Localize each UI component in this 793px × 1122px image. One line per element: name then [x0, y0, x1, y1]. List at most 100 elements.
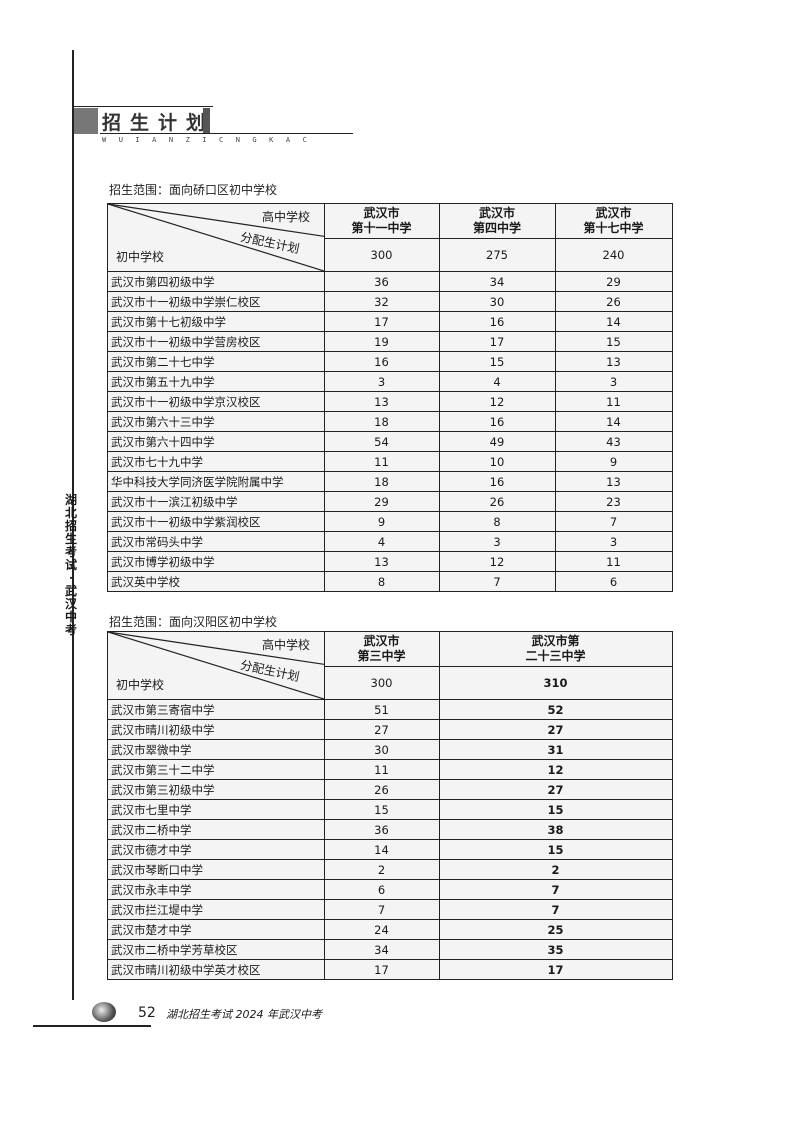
quota-value: 10 [489, 454, 505, 469]
table-row: 武汉市十一初级中学京汉校区 13 12 11 [108, 391, 672, 411]
quota-value: 34 [374, 942, 389, 957]
quota-value: 38 [547, 822, 564, 837]
quota-value: 12 [489, 394, 505, 409]
quota-value: 14 [606, 414, 621, 429]
quota-value: 2 [377, 862, 386, 877]
school-name: 武汉市第三十二中学 [111, 762, 215, 777]
page-number: 52 [138, 1005, 156, 1021]
school-name: 武汉市晴川初级中学 [111, 722, 215, 737]
table-row: 武汉市第十七初级中学 17 16 14 [108, 311, 672, 331]
table-qiaokou: 高中学校 分配生计划 初中学校 武汉市 第十一中学 300 武汉市 第四中学 275 武汉市 … [107, 203, 673, 592]
margin-rule [72, 50, 74, 1000]
table-row: 武汉市二桥中学芳草校区 34 35 [108, 939, 672, 959]
subtitle-rule [100, 133, 353, 134]
column-plan-total: 300 [324, 238, 439, 271]
quota-value: 11 [374, 762, 389, 777]
table-row: 武汉市琴断口中学 2 2 [108, 859, 672, 879]
table-row: 华中科技大学同济医学院附属中学 18 16 13 [108, 471, 672, 491]
quota-value: 26 [374, 782, 389, 797]
table-row: 武汉英中学校 8 7 6 [108, 571, 672, 591]
table-row: 武汉市拦江堤中学 7 7 [108, 899, 672, 919]
school-name: 武汉市二桥中学芳草校区 [111, 942, 238, 957]
table-row: 武汉市永丰中学 6 7 [108, 879, 672, 899]
quota-value: 3 [609, 534, 618, 549]
school-name: 武汉英中学校 [111, 574, 180, 589]
school-name: 武汉市十一初级中学京汉校区 [111, 394, 261, 409]
quota-value: 18 [374, 474, 389, 489]
column-header-name: 武汉市第 二十三中学 [525, 634, 586, 663]
quota-value: 9 [377, 514, 386, 529]
quota-value: 29 [374, 494, 389, 509]
quota-value: 2 [551, 862, 560, 877]
table-row: 武汉市楚才中学 24 25 [108, 919, 672, 939]
quota-value: 7 [551, 882, 560, 897]
quota-value: 27 [547, 782, 564, 797]
table-row: 武汉市晴川初级中学英才校区 17 17 [108, 959, 672, 979]
school-name: 武汉市第三初级中学 [111, 782, 215, 797]
school-name: 武汉市十一初级中学营房校区 [111, 334, 261, 349]
corner-diagonal-lines [108, 632, 324, 699]
footer-logo [92, 1002, 116, 1022]
quota-value: 32 [374, 294, 389, 309]
quota-value: 15 [374, 802, 389, 817]
quota-value: 31 [547, 742, 564, 757]
quota-value: 13 [374, 554, 389, 569]
school-name: 武汉市琴断口中学 [111, 862, 203, 877]
quota-value: 12 [547, 762, 564, 777]
table-row: 武汉市常码头中学 4 3 3 [108, 531, 672, 551]
corner-diagonal-lines [108, 204, 324, 271]
quota-value: 8 [377, 574, 386, 589]
quota-value: 29 [606, 274, 621, 289]
quota-value: 36 [374, 822, 389, 837]
school-name: 武汉市博学初级中学 [111, 554, 215, 569]
table-row: 武汉市十一初级中学紫润校区 9 8 7 [108, 511, 672, 531]
school-name: 武汉市永丰中学 [111, 882, 192, 897]
quota-value: 3 [493, 534, 501, 549]
quota-value: 6 [377, 882, 386, 897]
quota-value: 13 [606, 474, 621, 489]
school-name: 武汉市第五十九中学 [111, 374, 215, 389]
quota-value: 26 [606, 294, 621, 309]
section-title: 招生计划 [102, 112, 215, 134]
quota-value: 15 [547, 842, 564, 857]
quota-value: 4 [493, 374, 501, 389]
corner-diagonal [108, 204, 324, 237]
school-name: 武汉市第十七初级中学 [111, 314, 226, 329]
quota-value: 30 [489, 294, 505, 309]
table-row: 武汉市第三寄宿中学 51 52 [108, 699, 672, 719]
quota-value: 7 [377, 902, 386, 917]
school-name: 武汉市第三寄宿中学 [111, 702, 215, 717]
column-plan-total: 240 [555, 238, 672, 271]
column-divider [439, 204, 441, 591]
school-name: 武汉市第四初级中学 [111, 274, 215, 289]
table-row: 武汉市第六十三中学 18 16 14 [108, 411, 672, 431]
school-name: 华中科技大学同济医学院附属中学 [111, 474, 284, 489]
quota-value: 16 [489, 414, 505, 429]
school-name: 武汉市拦江堤中学 [111, 902, 203, 917]
quota-value: 12 [489, 554, 505, 569]
quota-value: 17 [374, 962, 389, 977]
quota-value: 25 [547, 922, 564, 937]
corner-diagonal [108, 632, 324, 665]
quota-value: 52 [547, 702, 564, 717]
school-name: 武汉市晴川初级中学英才校区 [111, 962, 261, 977]
school-name: 武汉市楚才中学 [111, 922, 192, 937]
quota-value: 49 [489, 434, 505, 449]
corner-label-junior-school: 初中学校 [116, 678, 165, 692]
quota-value: 8 [493, 514, 501, 529]
quota-value: 34 [489, 274, 505, 289]
school-name: 武汉市第六十四中学 [111, 434, 215, 449]
column-divider [439, 632, 441, 979]
column-divider [324, 632, 326, 979]
school-name: 武汉市德才中学 [111, 842, 192, 857]
school-name: 武汉市七里中学 [111, 802, 192, 817]
quota-value: 43 [606, 434, 621, 449]
quota-value: 17 [489, 334, 505, 349]
footer-rule [33, 1025, 151, 1027]
table-row: 武汉市七里中学 15 15 [108, 799, 672, 819]
quota-value: 9 [609, 454, 618, 469]
column-plan-total: 275 [439, 238, 555, 271]
quota-value: 17 [547, 962, 564, 977]
table-row: 武汉市晴川初级中学 27 27 [108, 719, 672, 739]
quota-value: 6 [609, 574, 618, 589]
